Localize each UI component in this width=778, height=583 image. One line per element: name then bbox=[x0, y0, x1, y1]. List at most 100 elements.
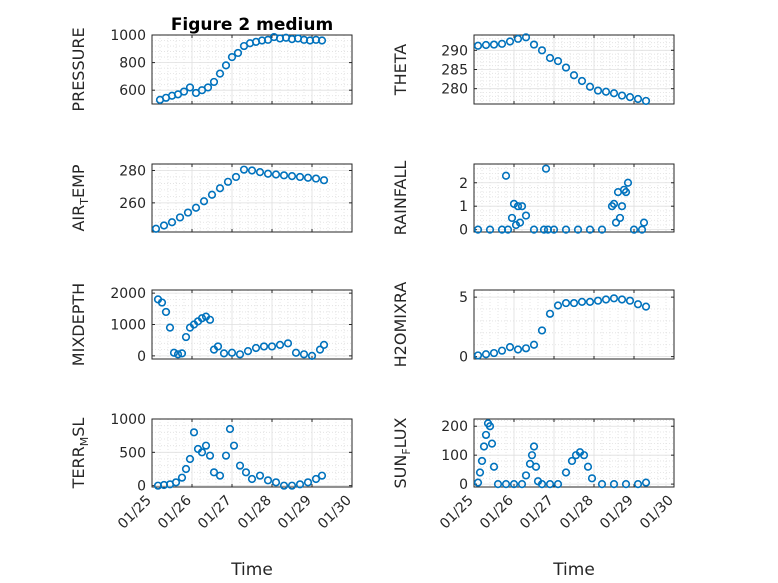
data-point bbox=[473, 478, 483, 487]
data-point bbox=[209, 468, 219, 477]
data-point bbox=[247, 166, 257, 175]
data-point bbox=[221, 61, 231, 70]
data-point bbox=[283, 339, 293, 348]
y-axis-label: PRESSURE bbox=[69, 27, 88, 111]
data-point bbox=[231, 172, 241, 182]
data-point bbox=[577, 76, 587, 86]
data-point bbox=[233, 48, 243, 58]
data-point bbox=[191, 203, 201, 212]
data-point bbox=[481, 430, 491, 440]
data-point bbox=[513, 345, 523, 354]
data-point bbox=[235, 461, 245, 470]
data-point bbox=[537, 46, 547, 55]
y-tick-label: 280 bbox=[119, 163, 146, 179]
data-point bbox=[475, 468, 485, 477]
data-point bbox=[259, 342, 269, 351]
data-point bbox=[521, 471, 531, 480]
data-point bbox=[317, 36, 327, 45]
data-point bbox=[569, 71, 579, 80]
data-point bbox=[167, 218, 177, 227]
x-axis-label: Time bbox=[230, 560, 273, 580]
y-tick-label: 800 bbox=[119, 56, 146, 72]
data-point bbox=[235, 350, 245, 359]
data-point bbox=[181, 464, 191, 474]
data-point bbox=[215, 471, 225, 480]
data-point bbox=[625, 296, 635, 305]
series-markers bbox=[473, 164, 649, 234]
data-point bbox=[267, 342, 277, 351]
data-point bbox=[617, 91, 627, 100]
data-point bbox=[625, 92, 635, 102]
data-point bbox=[205, 451, 215, 460]
y-axis-label: RAINFALL bbox=[391, 161, 410, 236]
grid bbox=[151, 163, 353, 232]
x-tick-label: 01/27 bbox=[517, 493, 557, 533]
data-point bbox=[615, 213, 625, 223]
data-point bbox=[485, 225, 495, 234]
y-tick-label: 0 bbox=[459, 350, 468, 366]
data-point bbox=[209, 77, 219, 87]
data-point bbox=[479, 442, 489, 451]
data-point bbox=[587, 474, 597, 483]
data-point bbox=[637, 225, 647, 234]
data-point bbox=[311, 174, 321, 183]
x-tick-label: 01/30 bbox=[315, 493, 355, 533]
data-point bbox=[185, 454, 195, 464]
axes-box bbox=[151, 163, 353, 233]
data-point bbox=[501, 480, 511, 489]
data-point bbox=[229, 441, 239, 450]
data-point bbox=[497, 39, 507, 48]
data-point bbox=[307, 351, 317, 360]
data-point bbox=[545, 309, 555, 318]
data-point bbox=[623, 178, 633, 187]
series-markers bbox=[153, 424, 327, 490]
data-point bbox=[521, 33, 531, 42]
data-point bbox=[227, 348, 237, 357]
data-point bbox=[175, 213, 185, 222]
data-point bbox=[157, 298, 167, 307]
y-tick-label: 1000 bbox=[110, 318, 146, 334]
series-markers bbox=[473, 33, 651, 106]
data-point bbox=[189, 428, 199, 437]
data-point bbox=[561, 298, 571, 308]
data-point bbox=[319, 176, 329, 185]
data-point bbox=[271, 170, 281, 179]
x-tick-label: 01/27 bbox=[195, 493, 235, 533]
data-point bbox=[513, 34, 523, 43]
data-point bbox=[489, 462, 499, 471]
data-point bbox=[537, 480, 547, 489]
data-point bbox=[207, 190, 217, 199]
subplot-sun-flux: 0 100 200 01/25 01/26 01/27 01/28 01/29 01/30 Tim… bbox=[391, 417, 677, 580]
axes-box bbox=[151, 34, 353, 105]
data-point bbox=[553, 480, 563, 489]
y-tick-label: 290 bbox=[441, 43, 468, 59]
data-point bbox=[493, 480, 503, 489]
data-point bbox=[161, 307, 171, 317]
data-point bbox=[263, 169, 273, 178]
data-point bbox=[617, 295, 627, 304]
data-point bbox=[641, 96, 651, 106]
y-axis-label: SUNFLUX bbox=[391, 417, 413, 488]
data-point bbox=[303, 478, 313, 487]
data-point bbox=[621, 188, 631, 197]
data-point bbox=[185, 83, 195, 92]
data-point bbox=[505, 37, 515, 46]
data-point bbox=[485, 422, 495, 431]
data-point bbox=[295, 172, 305, 182]
data-point bbox=[633, 94, 643, 104]
y-tick-label: 0 bbox=[459, 477, 468, 493]
data-point bbox=[521, 344, 531, 353]
data-point bbox=[583, 462, 593, 471]
data-point bbox=[179, 87, 189, 96]
data-point bbox=[641, 478, 651, 487]
y-axis-label: AIRTEMP bbox=[69, 164, 91, 231]
data-point bbox=[641, 302, 651, 311]
data-point bbox=[199, 197, 209, 206]
data-point bbox=[609, 89, 619, 98]
data-point bbox=[601, 295, 611, 304]
axes-box bbox=[473, 163, 675, 233]
y-tick-label: 100 bbox=[441, 448, 468, 464]
data-point bbox=[255, 471, 265, 480]
data-point bbox=[553, 56, 563, 66]
